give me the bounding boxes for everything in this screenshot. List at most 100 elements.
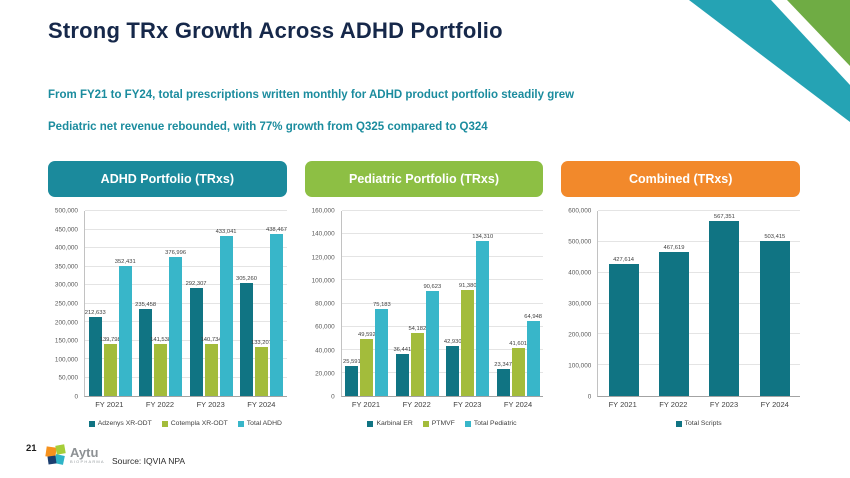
chart-body: 0 20,000 40,000 60,000 80,000 100,000 120,000 1… bbox=[305, 207, 544, 401]
legend-label: Total Scripts bbox=[684, 420, 722, 427]
bar-value-label: 567,351 bbox=[713, 214, 735, 221]
legend-swatch bbox=[675, 420, 682, 427]
y-axis-tick-label: 200,000 bbox=[568, 331, 592, 339]
y-axis-tick-label: 150,000 bbox=[54, 337, 78, 345]
bar bbox=[375, 309, 389, 396]
legend-item: Total Scripts bbox=[675, 420, 722, 427]
bar-slot: 438,467 bbox=[266, 211, 287, 396]
bar-slot: 41,601 bbox=[509, 211, 528, 396]
legend-item: PTMVF bbox=[422, 420, 455, 427]
gridline bbox=[85, 376, 287, 378]
bar-group: 503,415 bbox=[750, 211, 800, 396]
legend-swatch bbox=[161, 420, 168, 427]
bar bbox=[139, 308, 153, 396]
legend-label: Adzenys XR-ODT bbox=[97, 420, 152, 427]
y-axis-tick-label: 120,000 bbox=[311, 254, 335, 261]
bar-value-label: 134,310 bbox=[472, 233, 494, 240]
bar bbox=[496, 369, 510, 396]
gridline bbox=[85, 247, 287, 248]
bar-slot: 503,415 bbox=[759, 211, 790, 396]
legend-swatch bbox=[237, 420, 244, 427]
gridline bbox=[341, 210, 544, 211]
gridline bbox=[598, 333, 801, 335]
y-axis-tick-label: 600,000 bbox=[568, 207, 592, 215]
legend-label: Total Pediatric bbox=[473, 420, 517, 427]
bar-value-label: 212,633 bbox=[84, 310, 106, 317]
chart-body: 0 50,000 100,000 150,000 200,000 250,000 300,0… bbox=[48, 208, 287, 401]
logo-subtext: BIOPHARMA bbox=[70, 458, 105, 464]
legend-item: Total Pediatric bbox=[464, 420, 517, 427]
bar bbox=[526, 320, 540, 396]
bar-slot: 25,591 bbox=[343, 211, 361, 396]
gridline bbox=[598, 240, 801, 242]
gridline bbox=[341, 325, 544, 327]
panel-adhd-portfolio: ADHD Portfolio (TRxs) 0 50,000 100,000 150,… bbox=[48, 161, 287, 427]
bar-slot: 133,207 bbox=[251, 211, 272, 396]
y-axis-tick-label: 500,000 bbox=[568, 238, 592, 246]
bar-group: 212,633 139,798 352,431 bbox=[85, 211, 136, 396]
bar-value-label: 141,538 bbox=[150, 336, 172, 343]
corner-green-shape bbox=[787, 0, 850, 66]
bar-value-label: 139,798 bbox=[99, 337, 121, 344]
bar-group: 467,619 bbox=[649, 211, 699, 396]
bar-groups: 427,614 467,619 567,351 503,415 bbox=[598, 211, 800, 396]
slide-title: Strong TRx Growth Across ADHD Portfolio bbox=[48, 18, 503, 43]
logo-text: Aytu bbox=[70, 444, 99, 460]
legend-label: Karbinal ER bbox=[376, 420, 413, 427]
x-axis-label: FY 2023 bbox=[453, 400, 482, 409]
bar-group: 567,351 bbox=[699, 211, 749, 396]
gridline bbox=[341, 279, 544, 281]
bar-slot: 305,260 bbox=[236, 211, 257, 396]
legend-label: Cotempla XR-ODT bbox=[170, 420, 228, 427]
y-axis-tick-label: 160,000 bbox=[311, 207, 335, 215]
bar-slot: 427,614 bbox=[608, 211, 639, 396]
y-axis-tick-label: 60,000 bbox=[315, 323, 335, 331]
chart-header-pediatric: Pediatric Portfolio (TRxs) bbox=[304, 161, 544, 197]
bar-group: 36,441 54,182 90,623 bbox=[392, 211, 442, 396]
chart-adhd-portfolio: 0 50,000 100,000 150,000 200,000 250,000 300,0… bbox=[48, 208, 287, 428]
page-number: 21 bbox=[26, 443, 37, 454]
bar-groups: 212,633 139,798 352,431 235,458 141,538 376,9… bbox=[85, 211, 287, 396]
bar bbox=[169, 256, 183, 396]
bar-value-label: 42,930 bbox=[443, 339, 462, 346]
bar-slot: 235,458 bbox=[135, 211, 156, 396]
bar-value-label: 75,183 bbox=[373, 302, 391, 309]
panel-combined: Combined (TRxs) 0 100,000 200,000 300,000 40… bbox=[561, 161, 801, 427]
chart-panels: ADHD Portfolio (TRxs) 0 50,000 100,000 150,… bbox=[48, 161, 801, 427]
bar-value-label: 41,601 bbox=[509, 340, 528, 347]
bar bbox=[154, 343, 168, 396]
bar bbox=[204, 343, 218, 396]
gridline bbox=[341, 256, 544, 258]
legend-item: Adzenys XR-ODT bbox=[88, 420, 152, 427]
bar-slot: 134,310 bbox=[472, 211, 493, 396]
bar-slot: 140,734 bbox=[201, 211, 222, 396]
gridline bbox=[85, 265, 287, 267]
x-axis-label: FY 2022 bbox=[402, 400, 431, 409]
plot-area: 212,633 139,798 352,431 235,458 141,538 376,9… bbox=[84, 210, 287, 397]
bar bbox=[759, 240, 790, 396]
subtitle-line-2: Pediatric net revenue rebounded, with 77… bbox=[48, 121, 488, 133]
bar-slot: 75,183 bbox=[373, 211, 391, 396]
bar bbox=[709, 221, 740, 396]
legend: Total Scripts bbox=[597, 420, 800, 427]
bar bbox=[410, 333, 424, 396]
x-axis-label: FY 2024 bbox=[247, 400, 276, 409]
bar bbox=[446, 346, 460, 396]
bar-slot: 90,623 bbox=[423, 211, 441, 396]
x-axis-label: FY 2024 bbox=[760, 400, 789, 409]
y-axis: 0 100,000 200,000 300,000 400,000 500,000 600,… bbox=[561, 207, 594, 401]
bar-slot: 212,633 bbox=[85, 211, 106, 396]
chart-pediatric-portfolio: 0 20,000 40,000 60,000 80,000 100,000 120,000 1… bbox=[305, 207, 544, 427]
plot-area: 427,614 467,619 567,351 503,415 bbox=[597, 210, 801, 397]
y-axis-tick-label: 80,000 bbox=[315, 300, 335, 308]
legend-label: PTMVF bbox=[431, 420, 455, 427]
bar-slot: 467,619 bbox=[658, 211, 689, 396]
gridline bbox=[85, 358, 287, 359]
bar-slot: 36,441 bbox=[393, 211, 411, 396]
bar bbox=[608, 264, 639, 396]
bar bbox=[239, 283, 253, 396]
bar-slot: 139,798 bbox=[100, 211, 121, 396]
bar-value-label: 49,592 bbox=[358, 331, 376, 338]
x-axis-label: FY 2024 bbox=[503, 400, 533, 409]
